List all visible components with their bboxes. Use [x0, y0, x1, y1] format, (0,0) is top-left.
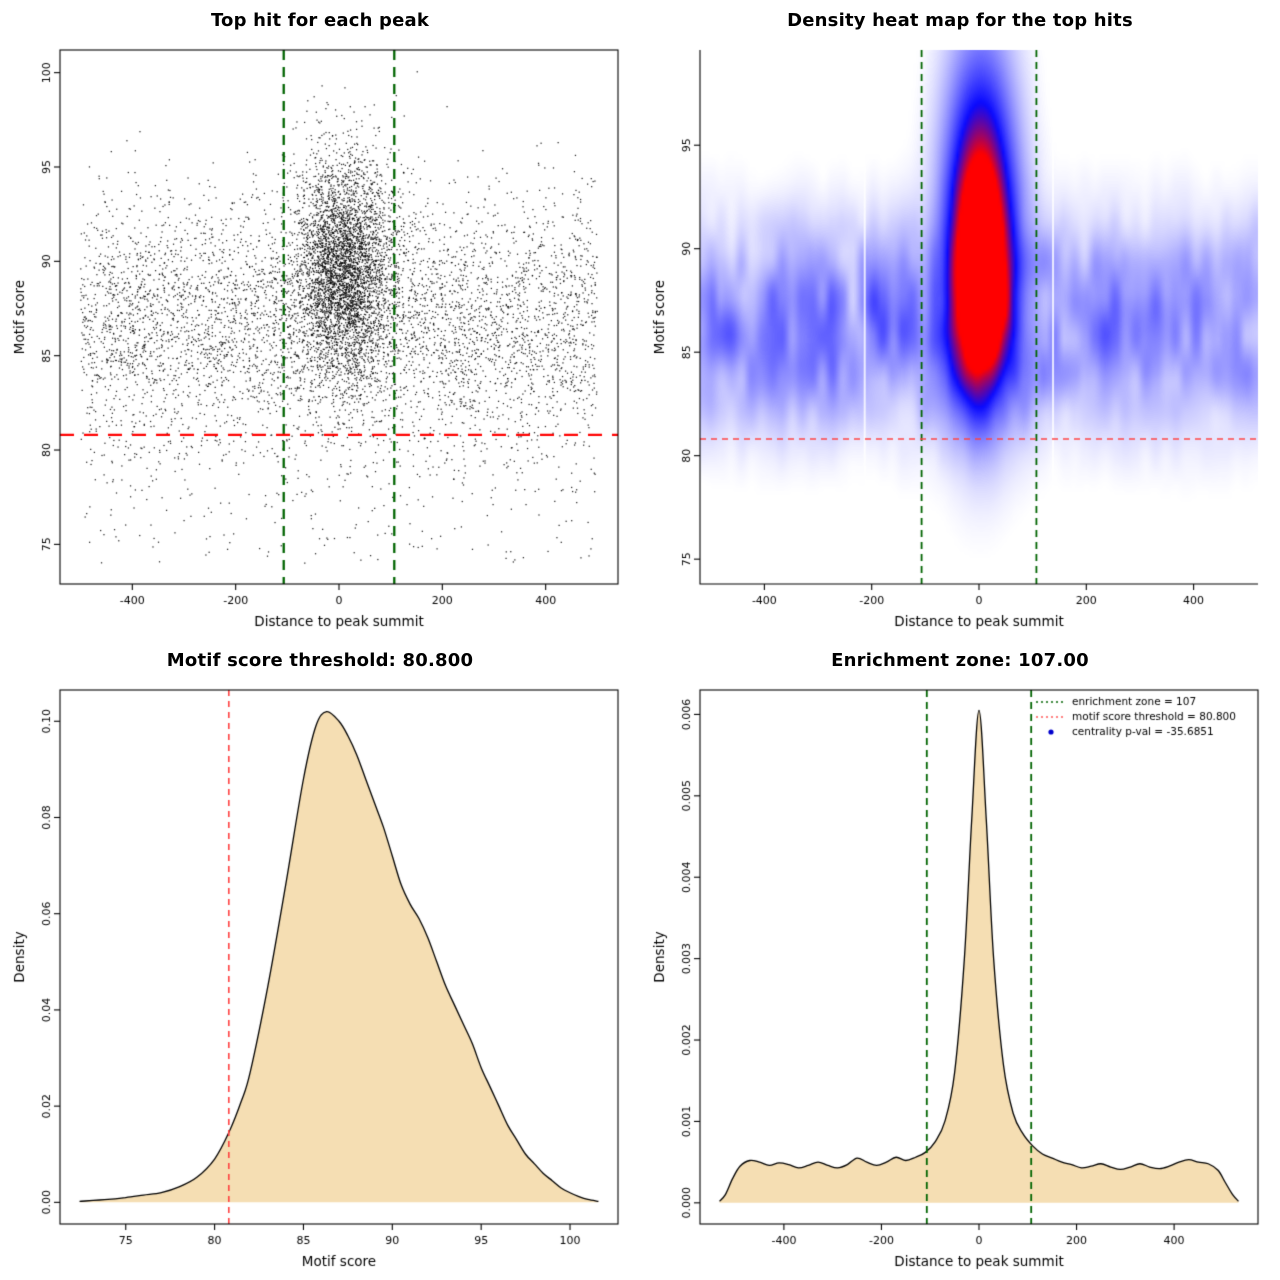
chart-title-enrichment-zone: Enrichment zone: 107.00 — [831, 649, 1089, 671]
top-hits-scatter-canvas — [0, 40, 640, 640]
chart-title-scatter: Top hit for each peak — [210, 9, 430, 31]
distance-density-canvas — [640, 680, 1280, 1280]
panel-top-hits-scatter: Top hit for each peak — [0, 0, 640, 640]
chart-title-score-threshold: Motif score threshold: 80.800 — [166, 649, 474, 671]
panel-enrichment-zone-density: Enrichment zone: 107.00 — [640, 640, 1280, 1280]
density-heatmap-canvas — [640, 40, 1280, 640]
panel-score-threshold-density: Motif score threshold: 80.800 — [0, 640, 640, 1280]
chart-title-heatmap: Density heat map for the top hits — [787, 9, 1133, 31]
panel-density-heatmap: Density heat map for the top hits — [640, 0, 1280, 640]
motif-score-density-canvas — [0, 680, 640, 1280]
